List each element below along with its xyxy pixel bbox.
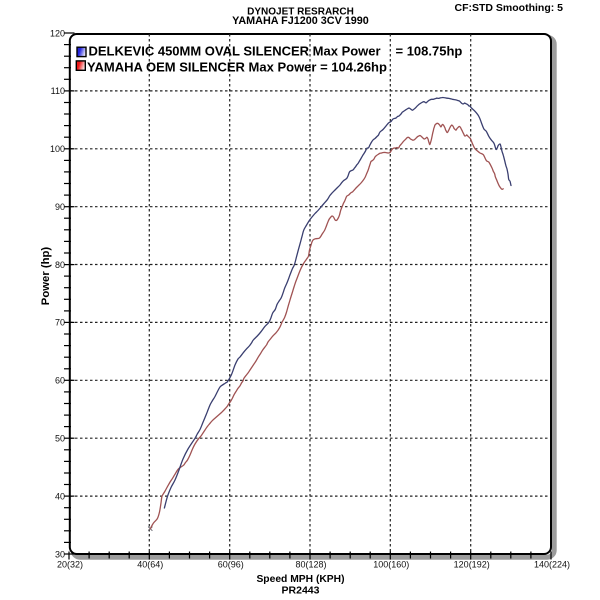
svg-text:Power (hp): Power (hp) [40,247,52,306]
svg-text:100: 100 [50,144,65,154]
svg-text:80(128): 80(128) [295,560,326,570]
svg-text:100(160): 100(160) [373,560,409,570]
svg-text:Speed MPH (KPH): Speed MPH (KPH) [256,574,344,585]
svg-text:30: 30 [55,549,65,559]
svg-text:80: 80 [55,260,65,270]
svg-text:90: 90 [55,202,65,212]
svg-text:= 108.75hp: = 108.75hp [396,44,463,59]
svg-text:20(32): 20(32) [57,560,83,570]
svg-text:50: 50 [55,434,65,444]
svg-text:PR2443: PR2443 [282,585,320,597]
svg-text:YAMAHA OEM SILENCER Max Power: YAMAHA OEM SILENCER Max Power = 104.26hp [87,60,387,75]
svg-text:40(64): 40(64) [137,560,163,570]
svg-text:DYNOJET RESRARCH: DYNOJET RESRARCH [247,7,354,18]
svg-text:120: 120 [50,28,65,38]
svg-text:60: 60 [55,376,65,386]
svg-text:YAMAHA FJ1200 3CV 1990: YAMAHA FJ1200 3CV 1990 [232,15,369,27]
svg-text:40: 40 [55,491,65,501]
svg-text:120(192): 120(192) [454,560,490,570]
svg-text:DELKEVIC 450MM OVAL SILENCER M: DELKEVIC 450MM OVAL SILENCER Max Power [89,44,381,59]
svg-text:60(96): 60(96) [218,560,244,570]
svg-text:110: 110 [51,86,65,96]
svg-text:CF:STD Smoothing: 5: CF:STD Smoothing: 5 [455,2,564,14]
svg-text:70: 70 [55,318,65,328]
svg-text:140(224): 140(224) [534,560,570,570]
